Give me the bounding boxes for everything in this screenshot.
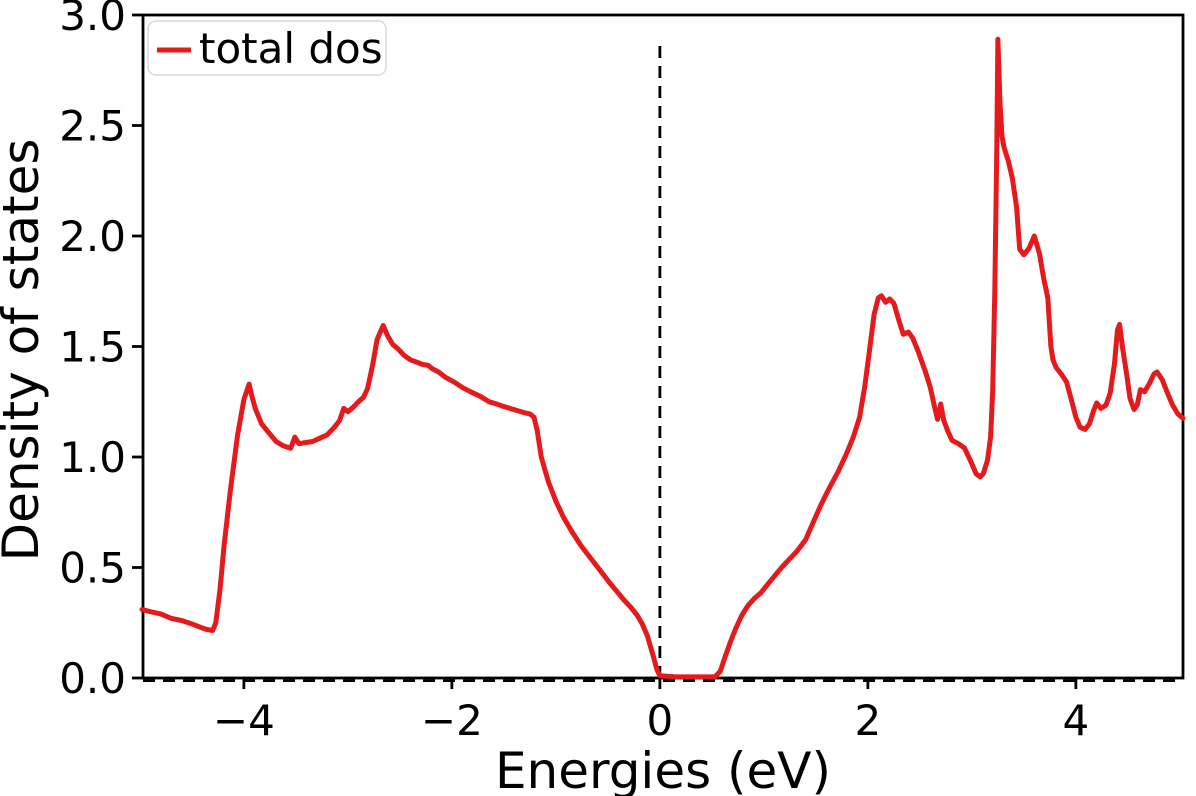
y-tick-label: 1.0 xyxy=(59,433,126,482)
y-tick-label: 1.5 xyxy=(59,323,126,372)
x-tick-label: −4 xyxy=(213,696,275,745)
legend-box xyxy=(147,20,387,76)
series-lines xyxy=(139,36,1186,680)
y-tick-label: 0.0 xyxy=(59,654,126,703)
y-axis-ticks: 0.0 0.5 1.0 1.5 2.0 2.5 3.0 xyxy=(59,0,143,703)
x-tick-label: 2 xyxy=(855,696,882,745)
total-dos-line xyxy=(139,36,1186,680)
x-axis-ticks: −4 −2 0 2 4 xyxy=(213,678,1089,745)
x-tick-label: 4 xyxy=(1063,696,1090,745)
axes-frame xyxy=(141,13,1185,680)
reference-lines xyxy=(143,39,1183,682)
legend: total dos xyxy=(147,20,387,76)
legend-label: total dos xyxy=(199,24,383,73)
y-tick-label: 0.5 xyxy=(59,544,126,593)
x-axis-label: Energies (eV) xyxy=(495,742,831,796)
x-tick-label: −2 xyxy=(421,696,483,745)
x-tick-label: 0 xyxy=(647,696,674,745)
y-tick-label: 3.0 xyxy=(59,0,126,40)
y-axis-label: Density of states xyxy=(0,139,50,562)
y-tick-label: 2.0 xyxy=(59,212,126,261)
y-tick-label: 2.5 xyxy=(59,102,126,151)
